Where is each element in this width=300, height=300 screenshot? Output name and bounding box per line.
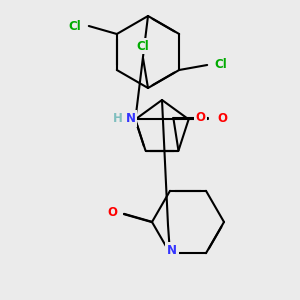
Text: H: H <box>112 112 122 125</box>
Text: N: N <box>125 112 136 125</box>
Text: N: N <box>167 244 177 257</box>
Text: Cl: Cl <box>215 58 228 71</box>
Text: O: O <box>196 111 206 124</box>
Text: O: O <box>218 112 227 125</box>
Text: Cl: Cl <box>68 20 81 32</box>
Text: O: O <box>107 206 117 218</box>
Text: Cl: Cl <box>136 40 149 52</box>
